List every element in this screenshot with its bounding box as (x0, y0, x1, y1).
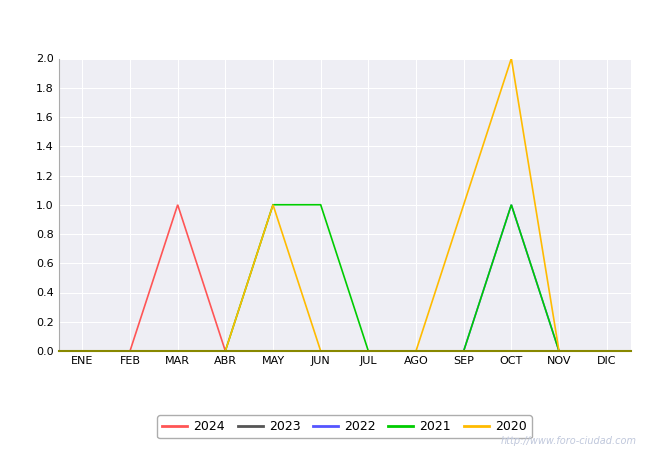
Text: http://www.foro-ciudad.com: http://www.foro-ciudad.com (501, 436, 637, 446)
Text: Matriculaciones de Vehiculos en Villar de Plasencia: Matriculaciones de Vehiculos en Villar d… (114, 11, 536, 29)
Legend: 2024, 2023, 2022, 2021, 2020: 2024, 2023, 2022, 2021, 2020 (157, 415, 532, 438)
